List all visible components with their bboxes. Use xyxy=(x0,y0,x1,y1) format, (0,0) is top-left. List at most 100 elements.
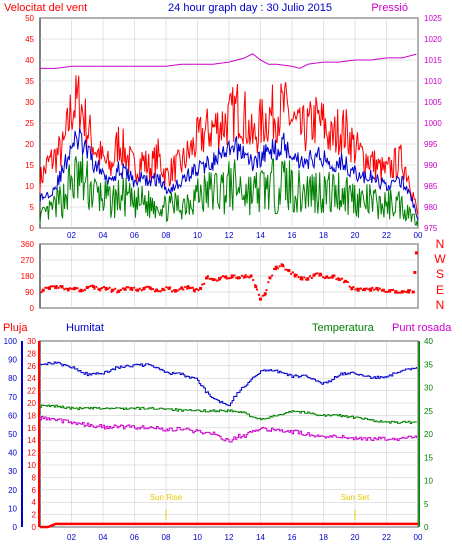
direction-point xyxy=(348,285,351,288)
direction-point xyxy=(40,291,43,294)
wind-tick-label: 35 xyxy=(25,77,34,86)
direction-point xyxy=(271,274,274,277)
direction-point xyxy=(367,288,370,291)
direction-point xyxy=(203,282,206,285)
direction-point xyxy=(257,293,260,296)
direction-point xyxy=(248,276,251,279)
direction-point xyxy=(365,287,368,290)
direction-point xyxy=(322,276,325,279)
rain-tick-label: 30 xyxy=(27,337,36,346)
direction-point xyxy=(91,284,94,287)
direction-point xyxy=(184,285,187,288)
direction-point xyxy=(314,272,317,275)
direction-point xyxy=(240,274,243,277)
direction-point xyxy=(144,286,147,289)
direction-point xyxy=(78,290,81,293)
direction-point xyxy=(303,276,306,279)
direction-point xyxy=(231,276,234,279)
direction-point xyxy=(286,268,289,271)
direction-point xyxy=(180,286,183,289)
direction-point xyxy=(80,290,83,293)
direction-point xyxy=(361,289,364,292)
rain-tick-label: 16 xyxy=(27,424,36,433)
direction-point xyxy=(161,288,164,291)
time-tick-label: 22 xyxy=(382,533,391,542)
legend-dewpoint: Punt rosada xyxy=(392,322,452,334)
time-tick-label: 00 xyxy=(414,533,423,542)
wind-low-series xyxy=(39,154,419,227)
direction-point xyxy=(233,274,236,277)
direction-point xyxy=(320,274,323,277)
direction-point xyxy=(230,274,234,278)
direction-point xyxy=(82,289,85,292)
direction-point xyxy=(112,288,115,291)
time-tick-label: 20 xyxy=(351,231,360,240)
wind-axis-title: Velocitat del vent xyxy=(4,2,87,14)
compass-letter: E xyxy=(436,283,444,297)
wind-direction-panel: 0 90 180 270 360 xyxy=(21,240,419,313)
direction-point xyxy=(371,286,374,289)
direction-point xyxy=(42,289,45,292)
direction-point xyxy=(335,278,338,281)
rain-tick-label: 10 xyxy=(27,461,36,470)
wind-tick-label: 30 xyxy=(25,98,34,107)
direction-point xyxy=(380,289,383,292)
direction-point xyxy=(178,288,181,291)
direction-point xyxy=(297,276,300,279)
direction-point xyxy=(324,277,327,280)
direction-point xyxy=(235,276,238,279)
direction-point xyxy=(48,286,51,289)
temperature-tick-label: 10 xyxy=(424,477,433,486)
direction-point xyxy=(57,286,60,289)
direction-point xyxy=(163,289,166,292)
direction-point xyxy=(291,271,294,274)
pressure-axis-title: Pressió xyxy=(371,2,408,14)
direction-point xyxy=(191,286,194,289)
rain-tick-label: 28 xyxy=(27,349,36,358)
direction-point xyxy=(87,285,90,288)
wind-tick-label: 20 xyxy=(25,140,34,149)
direction-point xyxy=(386,290,389,293)
direction-point xyxy=(110,290,113,293)
direction-point xyxy=(293,273,296,276)
direction-point xyxy=(169,286,172,289)
direction-point xyxy=(405,290,408,293)
pressure-tick-label: 1020 xyxy=(424,35,442,44)
direction-point xyxy=(331,274,335,278)
wind-gust-series xyxy=(39,75,419,215)
direction-point xyxy=(375,287,378,290)
direction-point xyxy=(403,290,406,293)
pressure-series xyxy=(40,53,417,69)
direction-point xyxy=(407,289,410,292)
temperature-tick-label: 25 xyxy=(424,407,433,416)
direction-point xyxy=(244,274,247,277)
rain-tick-label: 14 xyxy=(27,436,36,445)
direction-point xyxy=(354,288,357,291)
temperature-tick-label: 20 xyxy=(424,430,433,439)
direction-point xyxy=(397,291,400,294)
compass-letter: S xyxy=(436,267,444,281)
time-tick-label: 14 xyxy=(256,231,265,240)
direction-point xyxy=(254,285,258,289)
time-tick-label: 02 xyxy=(67,533,76,542)
rain-tick-label: 8 xyxy=(32,473,37,482)
direction-point xyxy=(316,272,319,275)
direction-point xyxy=(227,277,230,280)
direction-point xyxy=(250,275,253,278)
direction-point xyxy=(53,285,56,288)
pressure-tick-label: 1025 xyxy=(424,14,442,23)
chart-title: 24 hour graph day : 30 Julio 2015 xyxy=(168,2,332,14)
temperature-tick-label: 40 xyxy=(424,337,433,346)
direction-point xyxy=(325,276,328,279)
direction-point xyxy=(337,277,340,280)
direction-point xyxy=(159,290,162,293)
direction-point xyxy=(344,280,347,283)
direction-point xyxy=(101,287,104,290)
direction-point xyxy=(411,290,415,294)
direction-point xyxy=(121,287,124,290)
direction-point xyxy=(274,268,277,271)
direction-point xyxy=(318,272,322,276)
direction-point xyxy=(395,291,398,294)
direction-point xyxy=(123,287,126,290)
direction-point xyxy=(392,288,395,291)
